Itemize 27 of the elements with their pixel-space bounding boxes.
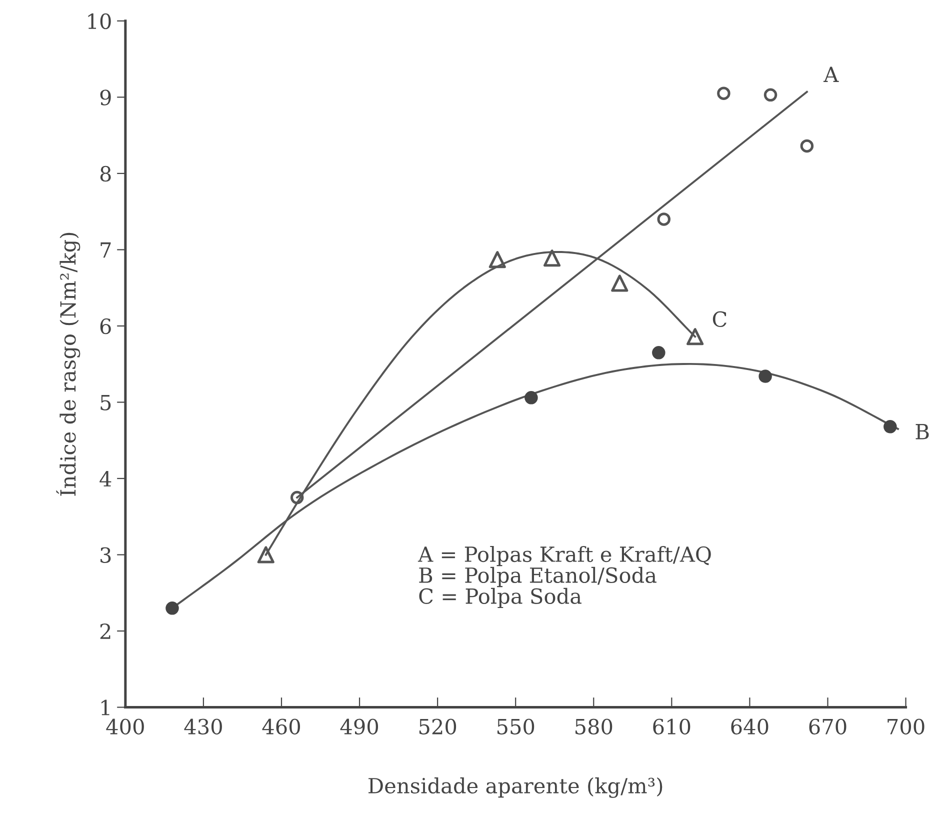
x-tick-label: 460 [262, 718, 300, 734]
series-label: A [823, 66, 839, 82]
y-tick-label: 9 [100, 90, 111, 106]
x-axis-title: Densidade aparente (kg/m³) [368, 777, 662, 798]
series-label: B [916, 424, 929, 440]
x-tick-label: 640 [731, 718, 768, 734]
x-tick-label: 550 [497, 718, 534, 734]
y-tick-label: 3 [100, 547, 111, 563]
y-tick-label: 4 [100, 470, 112, 486]
x-tick-label: 610 [653, 718, 690, 734]
y-tick-label: 5 [100, 394, 111, 410]
x-tick-label: 430 [184, 718, 222, 734]
y-tick-label: 7 [100, 242, 111, 258]
y-axis-title: Índice de rasgo (Nm²/kg) [56, 232, 80, 496]
y-tick-label: 8 [100, 166, 111, 182]
x-tick-label: 520 [419, 718, 456, 734]
y-tick-label: 10 [88, 13, 111, 30]
y-tick-label: 6 [100, 318, 111, 334]
x-tick-label: 490 [340, 718, 378, 734]
x-tick-label: 400 [106, 718, 144, 734]
x-tick-label: 670 [809, 718, 846, 734]
annotation: A = Polpas Kraft e Kraft/AQ B = Polpa Etanol/Soda C = Polpa Soda [418, 546, 711, 608]
y-tick-label: 2 [100, 623, 110, 639]
y-tick-label: 1 [102, 700, 110, 716]
series-label: C [712, 311, 726, 328]
x-tick-label: 700 [888, 718, 924, 734]
x-tick-label: 580 [576, 718, 612, 734]
